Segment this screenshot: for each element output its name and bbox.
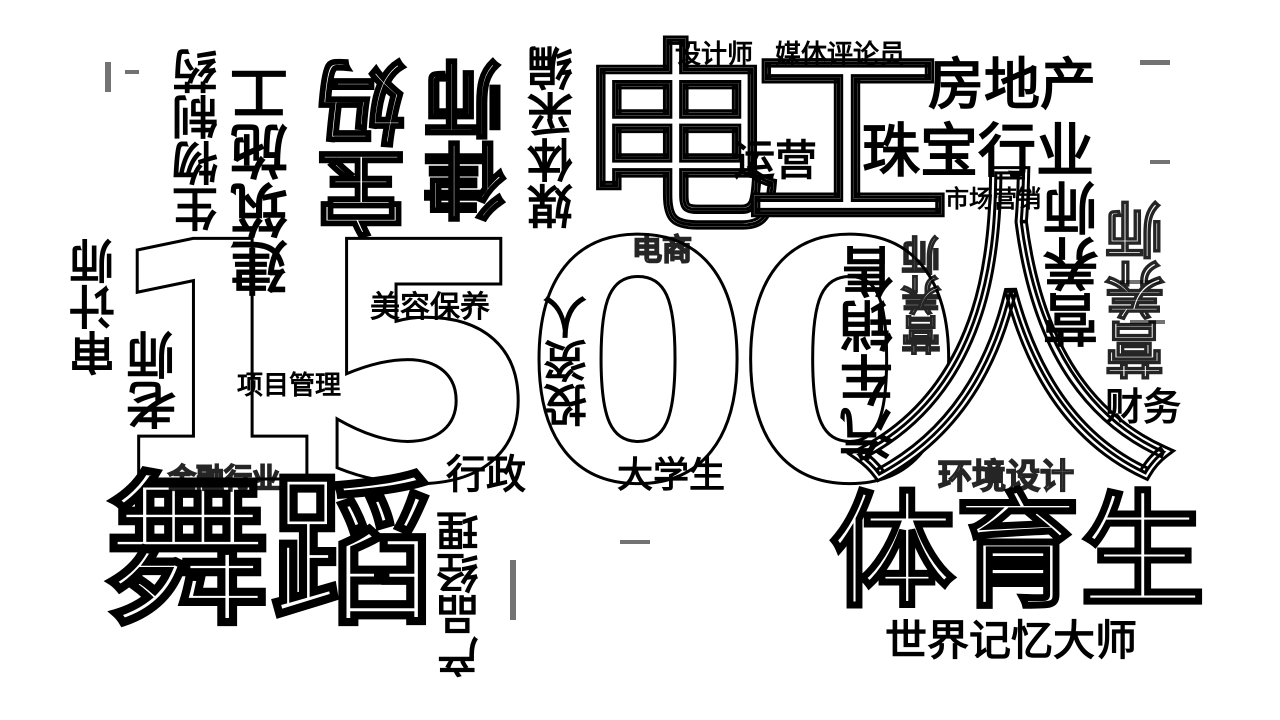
word-shichangyingxiao: 市场营销 — [945, 185, 1041, 213]
word-jinronghangye: 金融行业 — [167, 462, 281, 495]
noise-speck — [1140, 60, 1170, 65]
word-gong: 工 — [744, 23, 952, 261]
word-big-number: 1500 — [98, 173, 965, 557]
word-meiticaibian: 媒体采编 — [526, 45, 580, 229]
word-wudao: 舞蹈 — [104, 456, 437, 648]
word-fangdichan: 房地产 — [928, 53, 1096, 118]
word-dianshang: 电商 — [631, 233, 693, 268]
word-caiwu: 财务 — [1105, 385, 1182, 429]
word-shenjishi: 审计师 — [68, 238, 122, 376]
noise-speck — [105, 62, 111, 92]
word-shengwuzhiyao: 生物制药 — [171, 48, 225, 232]
noise-speck — [125, 70, 139, 74]
word-chanpinjingli: 产品经理 — [436, 510, 485, 678]
noise-speck — [620, 540, 650, 544]
word-meitipinglunyuan: 媒体评论员 — [775, 40, 906, 70]
noise-speck — [1130, 320, 1165, 324]
word-shejishi: 设计师 — [675, 40, 754, 70]
word-tiyusheng: 体育生 — [829, 480, 1207, 625]
word-lvshi: 律师 — [424, 57, 522, 224]
word-shijiejiyidashi: 世界记忆大师 — [885, 616, 1138, 665]
noise-speck — [1120, 280, 1160, 284]
word-yingyangshi-faint: 营养师 — [1104, 199, 1176, 381]
word-xingzheng: 行政 — [446, 452, 526, 498]
word-yunying: 运营 — [733, 136, 818, 185]
word-huanjingsheji: 环境设计 — [937, 457, 1075, 497]
word-jianzhushigong: 建筑施工 — [230, 65, 298, 297]
word-meirongbaoyang: 美容保养 — [370, 290, 490, 325]
word-baoma: 宝妈 — [316, 57, 424, 240]
word-yingyangshi: 营养师 — [1043, 180, 1108, 348]
word-xiangmuguanli: 项目管理 — [237, 371, 342, 401]
noise-speck — [1150, 160, 1170, 164]
word-dian: 电 — [574, 23, 782, 261]
word-qichexiaoshou-faint: 营养师 — [901, 234, 949, 356]
word-daxuesheng: 大学生 — [617, 455, 726, 496]
word-laoshi: 老师 — [126, 330, 184, 430]
word-qichexiaoshou: 汽车销售 — [840, 245, 903, 461]
noise-speck — [510, 560, 516, 620]
word-zhubaohangye: 珠宝行业 — [862, 117, 1095, 185]
word-touziren: 投资人 — [544, 295, 595, 427]
word-ren: 人 — [844, 143, 1177, 527]
